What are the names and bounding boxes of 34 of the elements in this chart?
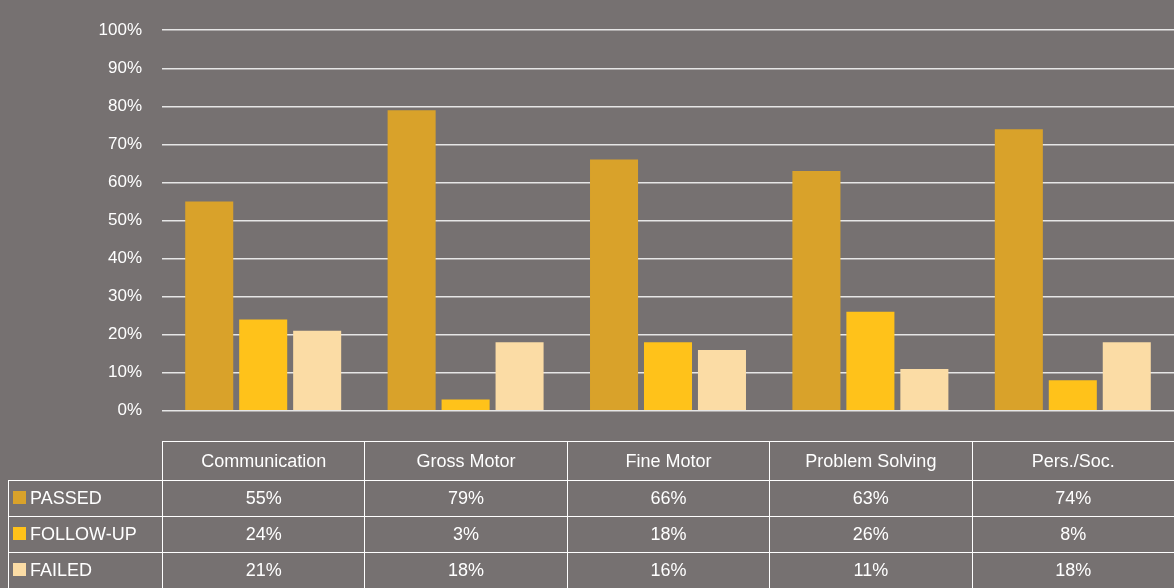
data-label: 24% [162, 516, 365, 553]
x-tick-label: Pers./Soc. [972, 441, 1174, 481]
data-label: 63% [769, 480, 973, 517]
data-label: 11% [769, 552, 973, 588]
x-tick-label: Communication [162, 441, 365, 481]
data-label: 16% [567, 552, 770, 588]
y-tick-label: 0% [117, 400, 142, 420]
x-tick-label: Gross Motor [364, 441, 568, 481]
data-label: 18% [567, 516, 770, 553]
data-label: 3% [364, 516, 568, 553]
x-tick-label: Fine Motor [567, 441, 770, 481]
data-label: 26% [769, 516, 973, 553]
data-label: 74% [972, 480, 1174, 517]
y-tick-label: 40% [107, 248, 142, 268]
data-label: 55% [162, 480, 365, 517]
data-label: 66% [567, 480, 770, 517]
y-tick-label: 10% [107, 362, 142, 382]
data-label: 21% [162, 552, 365, 588]
y-tick-label: 100% [98, 19, 142, 39]
y-tick-label: 60% [107, 172, 142, 192]
y-tick-label: 20% [107, 324, 142, 344]
y-tick-label: 30% [107, 286, 142, 306]
data-label: 8% [972, 516, 1174, 553]
legend-label: PASSED [8, 480, 163, 517]
y-tick-label: 50% [107, 210, 142, 230]
y-tick-label: 90% [107, 57, 142, 77]
legend-label: FAILED [8, 552, 163, 588]
x-tick-label: Problem Solving [769, 441, 973, 481]
y-tick-label: 80% [107, 96, 142, 116]
data-label: 18% [972, 552, 1174, 588]
data-label: 18% [364, 552, 568, 588]
y-tick-label: 70% [107, 134, 142, 154]
legend-label: FOLLOW-UP [8, 516, 163, 553]
data-label: 79% [364, 480, 568, 517]
